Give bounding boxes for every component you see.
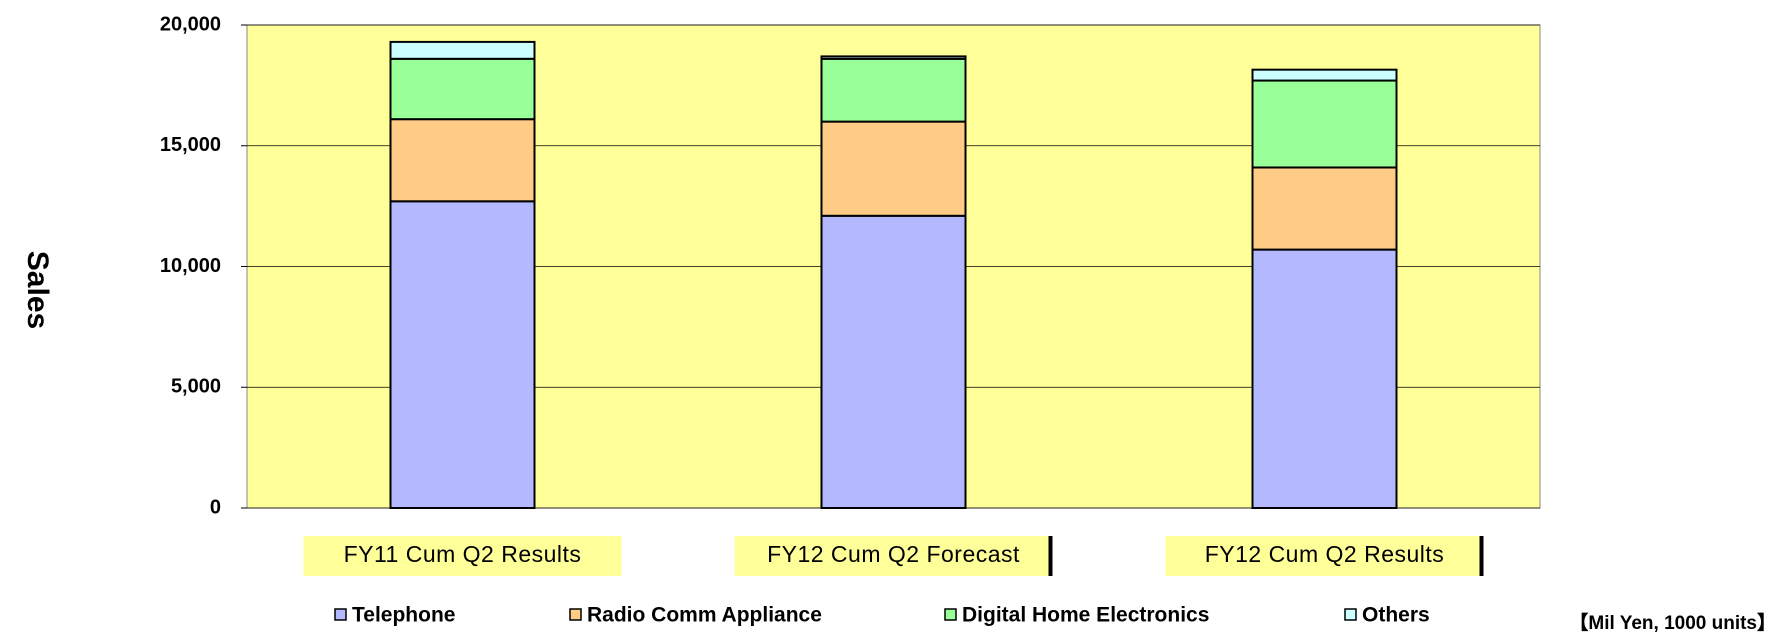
category-box-shadow	[1479, 536, 1484, 576]
bar-segment	[820, 57, 967, 123]
legend-label: Radio Comm Appliance	[587, 604, 822, 627]
bar-segment	[820, 214, 967, 509]
legend-label: Digital Home Electronics	[962, 604, 1209, 627]
y-tick-label: 0	[210, 496, 221, 518]
y-axis-label: Sales	[21, 251, 54, 329]
bar-segment	[1251, 68, 1398, 82]
bar-segment	[389, 200, 536, 509]
category-box	[734, 536, 1053, 576]
legend-swatch	[334, 608, 347, 621]
legend-swatch	[944, 608, 957, 621]
legend-swatch	[569, 608, 582, 621]
bar-segment	[389, 118, 536, 203]
bar-segment	[820, 55, 967, 60]
y-tick-label: 5,000	[171, 376, 221, 398]
legend-label: Telephone	[352, 604, 455, 627]
bar-segment	[820, 120, 967, 217]
x-tick-label: FY12 Cum Q2 Forecast	[767, 541, 1020, 567]
unit-note: 【Mil Yen, 1000 units】	[1569, 611, 1776, 634]
y-tick-label: 15,000	[160, 134, 221, 156]
y-tick-label: 20,000	[160, 13, 221, 35]
legend-label: Others	[1362, 604, 1430, 627]
legend-swatch	[1344, 608, 1357, 621]
bar-segment	[1251, 79, 1398, 169]
x-tick-label: FY11 Cum Q2 Results	[344, 541, 582, 567]
bar-segment	[1251, 248, 1398, 509]
bar-segment	[1251, 166, 1398, 251]
x-tick-label: FY12 Cum Q2 Results	[1205, 541, 1445, 567]
category-box	[1165, 536, 1484, 576]
category-box-shadow	[1048, 536, 1053, 576]
bar-segment	[389, 40, 536, 60]
bar-segment	[389, 57, 536, 121]
category-box	[303, 536, 622, 576]
y-tick-label: 10,000	[160, 255, 221, 277]
